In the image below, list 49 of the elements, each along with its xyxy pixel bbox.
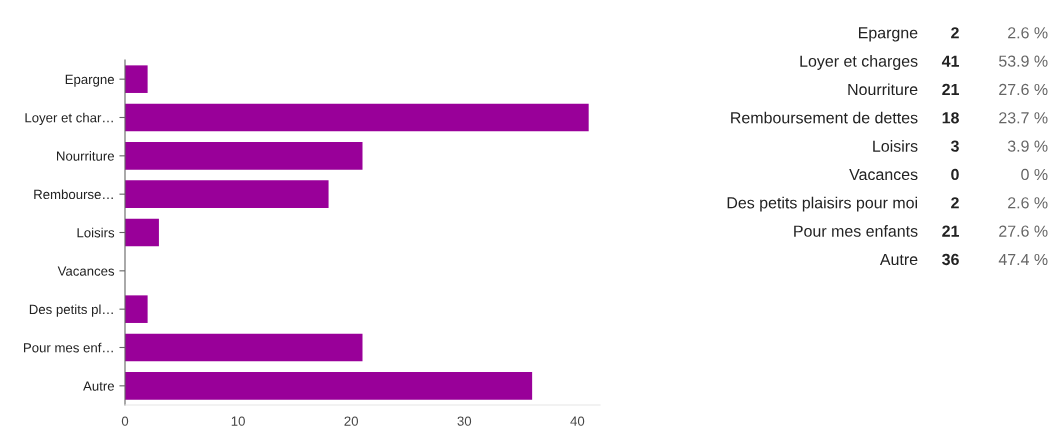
bar <box>125 180 329 208</box>
bar <box>125 333 363 362</box>
y-tick-label: Autre <box>83 381 114 391</box>
y-tick-label: Loisirs <box>77 227 115 238</box>
category-label: Loisirs <box>873 140 918 152</box>
data-label: 41 <box>941 55 959 67</box>
category-label: Pour mes enfants <box>794 225 918 237</box>
y-tick-label: Vacances <box>57 266 115 276</box>
y-tick-label: Rembourse… <box>34 189 113 200</box>
data-label: 36 <box>942 253 959 266</box>
x-tick-label: 0 <box>121 416 129 426</box>
y-tick-label: Des petits pl… <box>29 304 113 317</box>
data-label: 3 <box>950 140 959 152</box>
category-label: Des petits plaisirs pour moi <box>727 196 917 212</box>
bar <box>125 218 159 247</box>
data-label: 53.9 % <box>999 55 1048 67</box>
x-tick-label: 10 <box>231 416 245 426</box>
data-label: 2.6 % <box>1008 197 1048 209</box>
bar <box>125 295 148 323</box>
data-label: 2.6 % <box>1008 27 1048 39</box>
x-tick-label: 30 <box>457 416 472 426</box>
data-label: 2 <box>951 27 959 39</box>
data-label: 47.4 % <box>998 253 1048 266</box>
category-label: Nourriture <box>848 83 918 96</box>
bar <box>125 372 533 400</box>
bar <box>125 103 589 132</box>
data-label: 0 <box>951 168 959 181</box>
y-tick-label: Epargne <box>65 74 114 87</box>
data-label: 21 <box>942 83 959 95</box>
y-tick-label: Nourriture <box>57 151 114 161</box>
data-label: 27.6 % <box>999 83 1048 96</box>
category-label: Remboursement de dettes <box>731 111 918 124</box>
y-tick-label: Loyer et char… <box>25 112 113 126</box>
category-label: Loyer et charges <box>800 55 918 70</box>
category-label: Vacances <box>849 168 918 181</box>
y-tick-label: Pour mes enf… <box>24 342 113 353</box>
data-label: 0 % <box>1021 168 1048 181</box>
data-label: 2 <box>951 197 959 209</box>
x-tick-label: 20 <box>344 416 359 426</box>
category-label: Epargne <box>859 27 918 42</box>
data-label: 27.6 % <box>999 225 1048 237</box>
data-label: 18 <box>942 112 959 124</box>
data-label: 21 <box>942 225 959 237</box>
x-tick-label: 40 <box>570 416 585 426</box>
bar <box>125 65 148 93</box>
data-label: 23.7 % <box>999 112 1048 124</box>
data-label: 3.9 % <box>1007 140 1048 152</box>
bar <box>125 142 363 170</box>
category-label: Autre <box>879 253 918 266</box>
